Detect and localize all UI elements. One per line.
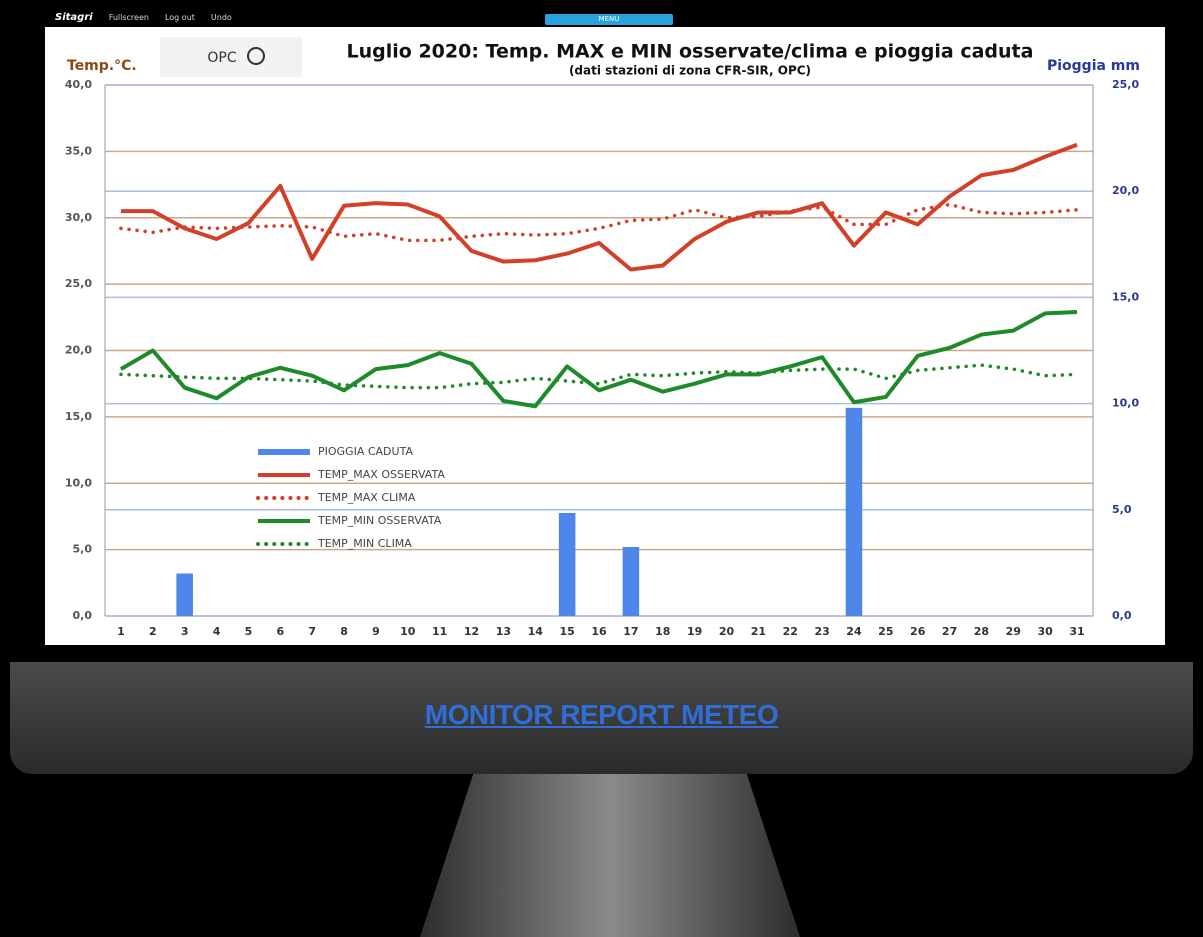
page: Sitagri Fullscreen Log out Undo MENU OPC… (0, 0, 1203, 937)
x-tick-label: 16 (591, 625, 607, 638)
y-tick-label: 0,0 (73, 609, 93, 622)
y2-tick-label: 25,0 (1112, 78, 1139, 91)
legend-swatch (258, 449, 310, 455)
y-tick-label: 5,0 (73, 543, 93, 556)
y2-tick-label: 10,0 (1112, 397, 1139, 410)
y-tick-label: 25,0 (65, 277, 92, 290)
y-tick-label: 35,0 (65, 144, 92, 157)
x-tick-label: 2 (149, 625, 157, 638)
x-tick-label: 3 (181, 625, 189, 638)
y-tick-label: 20,0 (65, 344, 92, 357)
x-tick-label: 13 (496, 625, 511, 638)
bar (176, 574, 193, 616)
legend-label: TEMP_MAX OSSERVATA (317, 468, 445, 481)
x-tick-label: 17 (623, 625, 638, 638)
y-axis-label: Temp.°C. (67, 58, 137, 74)
legend-label: PIOGGIA CADUTA (318, 445, 413, 458)
y2-axis-label: Pioggia mm (1047, 58, 1140, 74)
line (121, 312, 1077, 406)
x-tick-label: 8 (340, 625, 348, 638)
x-tick-label: 14 (528, 625, 544, 638)
y2-tick-label: 15,0 (1112, 290, 1139, 303)
bar (559, 513, 576, 616)
topbar-item[interactable]: Undo (211, 13, 232, 22)
x-tick-label: 7 (308, 625, 316, 638)
chart-subtitle: (dati stazioni di zona CFR-SIR, OPC) (569, 64, 811, 78)
y2-tick-label: 20,0 (1112, 184, 1139, 197)
x-tick-label: 21 (751, 625, 766, 638)
x-tick-label: 23 (814, 625, 829, 638)
x-tick-label: 5 (245, 625, 253, 638)
y2-tick-label: 5,0 (1112, 503, 1132, 516)
menu-button[interactable]: MENU (545, 14, 673, 25)
x-tick-label: 19 (687, 625, 702, 638)
x-tick-label: 24 (846, 625, 862, 638)
x-tick-label: 20 (719, 625, 735, 638)
y2-tick-label: 0,0 (1112, 609, 1132, 622)
y-tick-label: 40,0 (65, 78, 92, 91)
x-tick-label: 27 (942, 625, 957, 638)
x-tick-label: 4 (213, 625, 221, 638)
monitor-link[interactable]: MONITOR REPORT METEO (425, 699, 779, 731)
line (121, 365, 1077, 388)
x-tick-label: 22 (783, 625, 798, 638)
y-tick-label: 10,0 (65, 476, 92, 489)
topbar-item[interactable]: Fullscreen (109, 13, 149, 22)
logo: OPC (207, 50, 236, 66)
x-tick-label: 11 (432, 625, 447, 638)
x-tick-label: 30 (1038, 625, 1054, 638)
monitor-chin: MONITOR REPORT METEO (10, 662, 1193, 774)
legend-label: TEMP_MIN OSSERVATA (317, 514, 442, 527)
x-tick-label: 10 (400, 625, 416, 638)
x-tick-label: 29 (1006, 625, 1021, 638)
x-tick-label: 6 (276, 625, 284, 638)
x-tick-label: 9 (372, 625, 380, 638)
x-tick-label: 18 (655, 625, 670, 638)
bar (846, 408, 863, 616)
x-tick-label: 26 (910, 625, 926, 638)
topbar-item[interactable]: Log out (165, 13, 195, 22)
x-tick-label: 15 (559, 625, 574, 638)
chart-title: Luglio 2020: Temp. MAX e MIN osservate/c… (347, 41, 1034, 63)
x-tick-label: 31 (1069, 625, 1084, 638)
legend-label: TEMP_MIN CLIMA (317, 537, 412, 550)
x-tick-label: 28 (974, 625, 989, 638)
chart: OPC Luglio 2020: Temp. MAX e MIN osserva… (45, 27, 1165, 645)
x-tick-label: 25 (878, 625, 893, 638)
x-tick-label: 1 (117, 625, 125, 638)
screen: OPC Luglio 2020: Temp. MAX e MIN osserva… (45, 27, 1165, 645)
y-tick-label: 15,0 (65, 410, 92, 423)
brand[interactable]: Sitagri (55, 12, 93, 23)
legend-label: TEMP_MAX CLIMA (317, 491, 416, 504)
y-tick-label: 30,0 (65, 211, 92, 224)
line (121, 145, 1077, 270)
bar (623, 547, 640, 616)
x-tick-label: 12 (464, 625, 479, 638)
monitor-stand (420, 774, 800, 937)
